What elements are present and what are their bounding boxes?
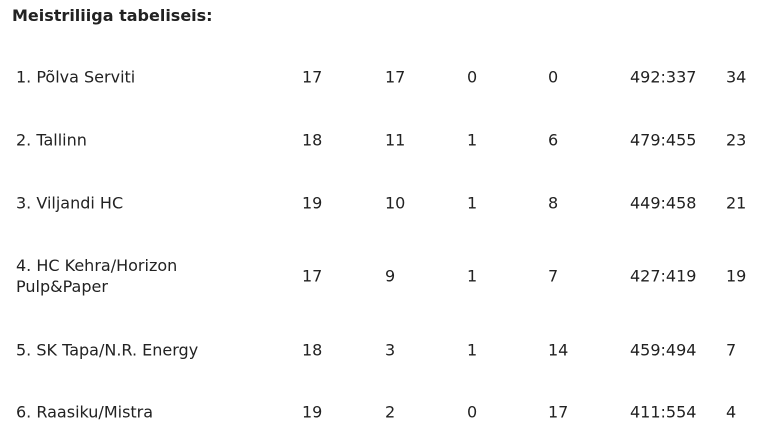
losses: 17 <box>548 402 569 422</box>
games: 19 <box>302 193 323 213</box>
team-name: 4. HC Kehra/Horizon Pulp&Paper <box>16 256 178 296</box>
draws: 1 <box>467 266 478 286</box>
team-name: 1. Põlva Serviti <box>16 67 136 87</box>
losses: 14 <box>548 340 569 360</box>
score: 492:337 <box>630 67 697 87</box>
losses: 7 <box>548 266 559 286</box>
score: 449:458 <box>630 193 697 213</box>
losses: 6 <box>548 130 559 150</box>
points: 7 <box>726 340 737 360</box>
wins: 2 <box>385 402 396 422</box>
title: Meistriliiga tabeliseis: <box>12 6 213 25</box>
draws: 1 <box>467 130 478 150</box>
draws: 0 <box>467 402 478 422</box>
wins: 17 <box>385 67 406 87</box>
games: 17 <box>302 266 323 286</box>
wins: 9 <box>385 266 396 286</box>
score: 479:455 <box>630 130 697 150</box>
team-name: 5. SK Tapa/N.R. Energy <box>16 340 199 360</box>
draws: 0 <box>467 67 478 87</box>
points: 4 <box>726 402 737 422</box>
games: 17 <box>302 67 323 87</box>
games: 19 <box>302 402 323 422</box>
games: 18 <box>302 340 323 360</box>
team-name: 2. Tallinn <box>16 130 87 150</box>
team-name: 3. Viljandi HC <box>16 193 124 213</box>
points: 34 <box>726 67 747 87</box>
points: 23 <box>726 130 747 150</box>
wins: 3 <box>385 340 396 360</box>
losses: 0 <box>548 67 559 87</box>
score: 411:554 <box>630 402 697 422</box>
draws: 1 <box>467 193 478 213</box>
draws: 1 <box>467 340 478 360</box>
team-name: 6. Raasiku/Mistra <box>16 402 154 422</box>
score: 459:494 <box>630 340 697 360</box>
points: 19 <box>726 266 747 286</box>
games: 18 <box>302 130 323 150</box>
wins: 11 <box>385 130 406 150</box>
score: 427:419 <box>630 266 697 286</box>
losses: 8 <box>548 193 559 213</box>
wins: 10 <box>385 193 406 213</box>
points: 21 <box>726 193 747 213</box>
